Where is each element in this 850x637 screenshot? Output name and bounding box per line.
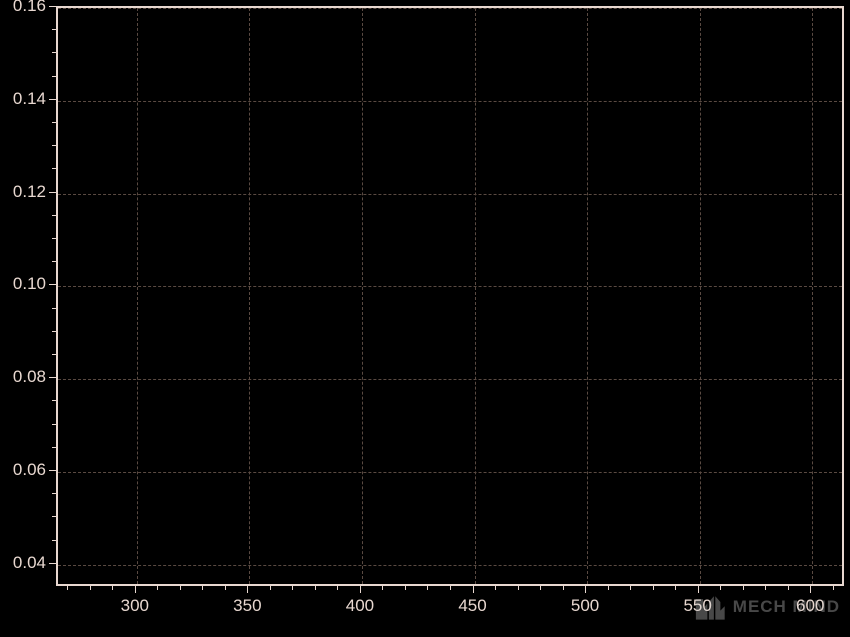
xtick-label: 500 <box>571 596 599 616</box>
ytick-label: 0.14 <box>13 89 46 109</box>
ytick-minor <box>52 424 56 425</box>
watermark-text: MECH MIND <box>733 597 840 617</box>
ytick-minor <box>52 447 56 448</box>
ytick-label: 0.08 <box>13 367 46 387</box>
ytick-major <box>49 470 56 471</box>
ytick-minor <box>52 261 56 262</box>
gridline-horizontal <box>58 379 842 380</box>
ytick-minor <box>52 29 56 30</box>
xtick-label: 350 <box>233 596 261 616</box>
xtick-major <box>360 586 361 593</box>
ytick-minor <box>52 540 56 541</box>
xtick-minor <box>427 586 428 590</box>
xtick-minor <box>90 586 91 590</box>
gridline-horizontal <box>58 194 842 195</box>
xtick-minor <box>608 586 609 590</box>
watermark: MECH MIND <box>693 589 840 625</box>
ytick-major <box>49 377 56 378</box>
ytick-major <box>49 192 56 193</box>
mechmind-logo-icon <box>693 589 729 625</box>
xtick-minor <box>270 586 271 590</box>
xtick-minor <box>382 586 383 590</box>
xtick-minor <box>653 586 654 590</box>
xtick-major <box>473 586 474 593</box>
ytick-minor <box>52 238 56 239</box>
xtick-minor <box>67 586 68 590</box>
plot-area <box>56 6 844 586</box>
ytick-label: 0.16 <box>13 0 46 16</box>
ytick-minor <box>52 122 56 123</box>
gridline-vertical <box>475 8 476 584</box>
xtick-major <box>247 586 248 593</box>
xtick-major <box>135 586 136 593</box>
ytick-minor <box>52 493 56 494</box>
ytick-minor <box>52 168 56 169</box>
ytick-label: 0.06 <box>13 460 46 480</box>
ytick-major <box>49 284 56 285</box>
xtick-label: 300 <box>121 596 149 616</box>
xtick-minor <box>180 586 181 590</box>
gridline-vertical <box>362 8 363 584</box>
ytick-label: 0.10 <box>13 274 46 294</box>
ytick-minor <box>52 145 56 146</box>
xtick-minor <box>405 586 406 590</box>
xtick-minor <box>315 586 316 590</box>
xtick-minor <box>630 586 631 590</box>
gridline-vertical <box>700 8 701 584</box>
xtick-minor <box>450 586 451 590</box>
ytick-minor <box>52 400 56 401</box>
gridline-horizontal <box>58 472 842 473</box>
gridline-vertical <box>812 8 813 584</box>
ytick-major <box>49 563 56 564</box>
xtick-minor <box>292 586 293 590</box>
xtick-minor <box>225 586 226 590</box>
xtick-label: 450 <box>458 596 486 616</box>
ytick-major <box>49 6 56 7</box>
gridline-horizontal <box>58 101 842 102</box>
xtick-minor <box>157 586 158 590</box>
chart-container: 3003504004505005506000.040.060.080.100.1… <box>0 0 850 637</box>
gridline-horizontal <box>58 8 842 9</box>
xtick-minor <box>518 586 519 590</box>
xtick-minor <box>563 586 564 590</box>
ytick-minor <box>52 52 56 53</box>
xtick-minor <box>540 586 541 590</box>
xtick-major <box>585 586 586 593</box>
gridline-horizontal <box>58 286 842 287</box>
ytick-minor <box>52 308 56 309</box>
gridline-vertical <box>587 8 588 584</box>
ytick-minor <box>52 354 56 355</box>
ytick-major <box>49 99 56 100</box>
gridline-vertical <box>249 8 250 584</box>
xtick-minor <box>675 586 676 590</box>
ytick-minor <box>52 76 56 77</box>
xtick-label: 400 <box>346 596 374 616</box>
ytick-minor <box>52 516 56 517</box>
ytick-label: 0.12 <box>13 182 46 202</box>
ytick-minor <box>52 331 56 332</box>
xtick-minor <box>337 586 338 590</box>
ytick-label: 0.04 <box>13 553 46 573</box>
xtick-minor <box>112 586 113 590</box>
xtick-minor <box>202 586 203 590</box>
ytick-minor <box>52 215 56 216</box>
xtick-minor <box>495 586 496 590</box>
gridline-horizontal <box>58 565 842 566</box>
gridline-vertical <box>137 8 138 584</box>
